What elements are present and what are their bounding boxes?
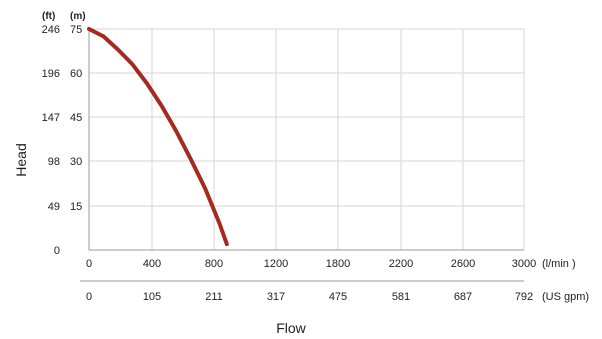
y-axis-label: Head (13, 143, 29, 176)
y-unit-m: (m) (70, 11, 86, 22)
x-tick-label-primary: 400 (143, 258, 161, 270)
pump-curve-line (87, 27, 229, 247)
tick-labels: 0 400 800 1200 1800 2200 2600 3000 0 105 211 317 475… (42, 24, 537, 303)
x-tick-label-secondary: 687 (454, 291, 472, 303)
grid (89, 28, 525, 250)
x-axis-label: Flow (276, 320, 306, 336)
y-tick-label-ft: 147 (42, 112, 60, 124)
y-tick-label-ft: 49 (48, 201, 60, 213)
x-tick-label-primary: 1200 (264, 258, 288, 270)
x-tick-label-primary: 2200 (389, 258, 413, 270)
y-tick-label-m: 15 (70, 201, 82, 213)
x-tick-label-secondary: 105 (143, 291, 161, 303)
x-tick-label-secondary: 792 (515, 291, 533, 303)
x-tick-label-primary: 800 (205, 258, 223, 270)
x-tick-label-primary: 1800 (326, 258, 350, 270)
series-layer (87, 27, 229, 247)
x-tick-label-secondary: 475 (329, 291, 347, 303)
x-tick-label-secondary: 211 (205, 291, 223, 303)
y-tick-label-m: 45 (70, 112, 82, 124)
axes (80, 29, 524, 282)
y-tick-label-ft: 0 (54, 245, 60, 257)
y-tick-label-ft: 98 (48, 156, 60, 168)
y-tick-label-ft: 246 (42, 24, 60, 36)
y-tick-label-m: 75 (70, 24, 82, 36)
y-tick-label-m: 30 (70, 156, 82, 168)
x-tick-label-secondary: 317 (267, 291, 285, 303)
y-tick-label-ft: 196 (42, 68, 60, 80)
x-tick-label-primary: 0 (86, 258, 92, 270)
x-tick-label-secondary: 581 (392, 291, 410, 303)
x-tick-label-primary: 3000 (512, 258, 536, 270)
x-tick-label-primary: 2600 (451, 258, 475, 270)
y-unit-ft: (ft) (42, 11, 55, 22)
x-unit-primary: (l/min ) (542, 258, 576, 270)
y-tick-label-m: 60 (70, 68, 82, 80)
x-tick-label-secondary: 0 (86, 291, 92, 303)
x-unit-secondary: (US gpm) (542, 291, 589, 303)
